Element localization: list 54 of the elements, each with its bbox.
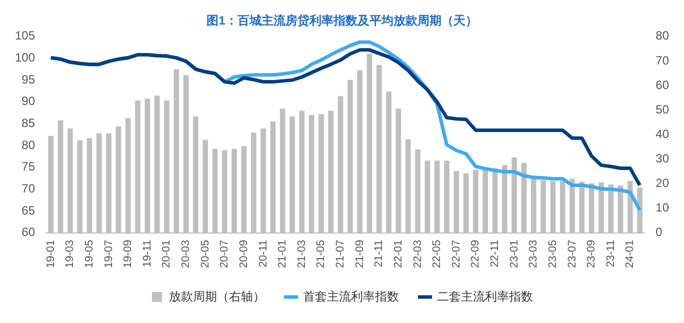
x-tick-label: 22-05 [431, 240, 444, 268]
y2-tick-label: 10 [656, 200, 670, 215]
y2-tick-label: 30 [656, 152, 670, 166]
y-tick-label: 100 [14, 50, 36, 65]
x-tick-label: 23-05 [546, 240, 559, 268]
x-tick-label: 21-01 [276, 240, 289, 268]
x-tick-label: 23-03 [528, 240, 540, 268]
y2-tick-label: 0 [656, 225, 663, 240]
x-tick-label: 20-03 [180, 240, 192, 268]
x-tick-label: 20-09 [238, 240, 250, 268]
y-tick-label: 90 [22, 94, 36, 108]
legend-label: 首套主流利率指数 [303, 289, 399, 304]
x-tick-label: 19-09 [122, 240, 134, 268]
legend-label: 放款周期（右轴） [169, 289, 265, 304]
y-tick-label: 105 [14, 28, 36, 43]
x-tick-label: 21-11 [373, 240, 386, 268]
x-tick-label: 22-03 [412, 240, 424, 268]
x-tick-label: 19-11 [141, 240, 154, 268]
x-tick-label: 23-01 [508, 240, 520, 268]
x-tick-label: 22-11 [489, 240, 502, 268]
x-tick-label: 20-11 [257, 240, 270, 268]
x-tick-label: 19-05 [84, 240, 96, 268]
x-tick-label: 21-09 [354, 240, 366, 268]
x-tick-label: 22-09 [470, 240, 482, 268]
x-tick-label: 23-11 [604, 240, 617, 268]
x-tick-label: 19-07 [102, 240, 115, 268]
x-tick-label: 20-05 [199, 240, 212, 268]
y-tick-label: 75 [22, 160, 36, 174]
y-tick-label: 85 [22, 116, 36, 130]
x-tick-label: 20-07 [218, 240, 231, 268]
y-tick-label: 60 [22, 225, 36, 240]
y2-tick-label: 70 [656, 53, 670, 68]
y2-tick-label: 60 [656, 78, 670, 92]
x-tick-label: 19-03 [64, 240, 76, 268]
x-tick-label: 24-01 [624, 240, 636, 268]
x-tick-label: 23-07 [566, 240, 578, 268]
x-tick-label: 21-03 [296, 240, 308, 268]
x-tick-label: 22-07 [450, 240, 462, 268]
x-tick-label: 21-05 [315, 240, 328, 268]
y2-tick-label: 40 [656, 126, 670, 141]
x-tick-label: 23-09 [586, 240, 598, 268]
y-tick-label: 65 [22, 203, 36, 218]
y2-tick-label: 50 [656, 102, 670, 116]
x-tick-label: 19-01 [44, 240, 57, 268]
y-tick-label: 70 [22, 182, 36, 196]
x-tick-label: 21-07 [334, 240, 347, 268]
x-tick-label: 20-01 [160, 240, 173, 268]
y2-tick-label: 80 [656, 28, 670, 43]
y2-tick-label: 20 [656, 176, 670, 190]
chart-title: 图1：百城主流房贷利率指数及平均放款周期（天） [206, 14, 478, 28]
legend-label: 二套主流利率指数 [437, 289, 533, 304]
y-tick-label: 80 [22, 138, 36, 152]
y-tick-label: 95 [22, 72, 36, 86]
x-tick-label: 22-01 [392, 240, 404, 268]
